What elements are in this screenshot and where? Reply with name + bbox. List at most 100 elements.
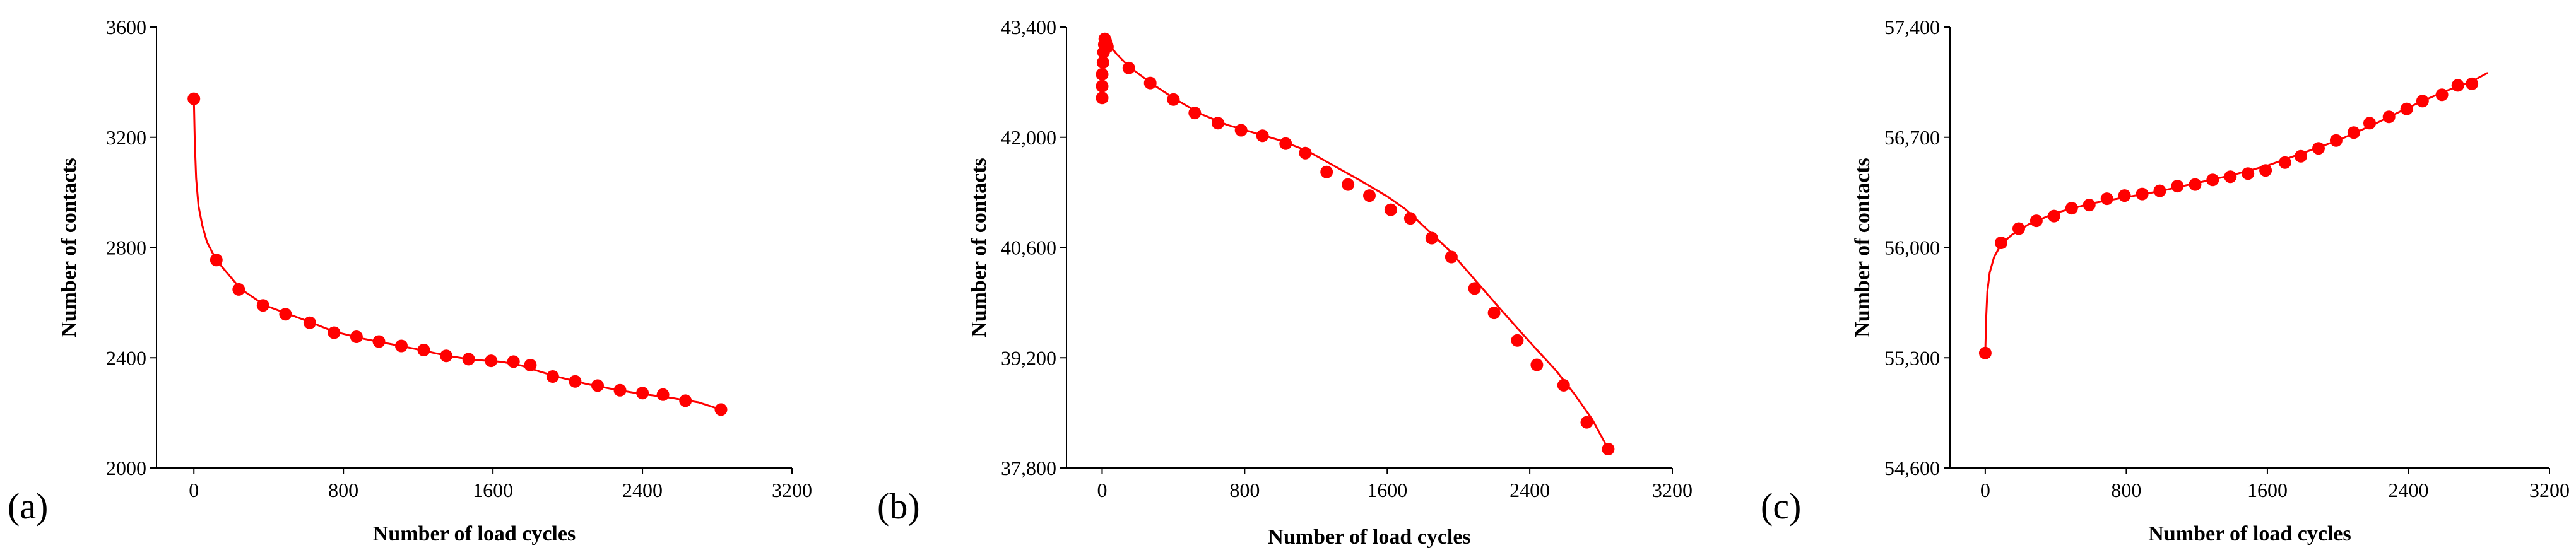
y-tick-label: 2400 [106, 346, 146, 369]
data-point [1530, 358, 1544, 371]
data-point [2118, 189, 2131, 202]
data-point [1212, 117, 1224, 130]
data-point [613, 383, 627, 397]
data-point [679, 394, 692, 407]
data-point [2466, 77, 2479, 90]
y-tick-label: 54,600 [1884, 457, 1940, 479]
data-point [507, 355, 520, 368]
y-tick-label: 56,000 [1884, 237, 1940, 259]
data-point [1995, 237, 2007, 249]
data-point [1468, 282, 1481, 295]
x-tick-label: 1600 [2247, 479, 2288, 501]
data-point [1096, 67, 1109, 81]
data-point [2363, 117, 2376, 130]
data-point [2189, 178, 2202, 191]
data-point [2347, 126, 2360, 139]
y-tick-label: 57,400 [1884, 16, 1940, 38]
data-point [591, 379, 604, 392]
data-point [1188, 107, 1202, 120]
chart-panel-c: 54,600 55,300 56,000 56,700 57,400 0 800 1600 24… [1761, 16, 2570, 546]
data-point [2029, 214, 2043, 228]
y-tick-label: 40,600 [1001, 237, 1056, 259]
x-tick-label: 800 [2111, 479, 2141, 501]
data-point [2047, 209, 2060, 223]
data-point [1384, 203, 1397, 216]
x-tick-label: 800 [1229, 479, 1260, 501]
data-point [303, 316, 316, 329]
data-point [417, 344, 430, 356]
data-point [1342, 178, 1355, 191]
y-axis-label: Number of contacts [1851, 158, 1874, 337]
x-tick-label: 2400 [2388, 479, 2428, 501]
series-line [1984, 72, 2488, 353]
data-point [2416, 95, 2429, 108]
x-axis-label: Number of load cycles [373, 522, 576, 546]
y-tick-label: 42,000 [1001, 126, 1056, 149]
x-tick-label: 1600 [1367, 479, 1407, 501]
data-point [2153, 184, 2166, 197]
y-tick-label: 2800 [106, 237, 146, 259]
data-point [2312, 142, 2325, 155]
data-point [2100, 192, 2113, 206]
y-tick-label: 43,400 [1001, 16, 1056, 38]
x-tick-label: 800 [328, 479, 358, 501]
data-point [1101, 40, 1114, 54]
data-point [2259, 164, 2272, 177]
data-point [1279, 137, 1292, 150]
y-tick-label: 56,700 [1884, 126, 1940, 149]
panel-label: (b) [877, 486, 920, 527]
data-point [1096, 91, 1109, 105]
data-point [1363, 189, 1376, 202]
data-point [350, 330, 363, 343]
data-point [372, 335, 386, 348]
data-point [1234, 124, 1248, 137]
data-point [2435, 88, 2449, 102]
x-axis-label: Number of load cycles [1268, 525, 1470, 549]
data-point [462, 353, 475, 366]
data-point [328, 326, 341, 339]
data-point [1167, 93, 1180, 106]
data-point [2171, 180, 2184, 193]
data-point [2224, 170, 2237, 184]
data-point [256, 299, 269, 312]
data-point [1299, 146, 1312, 160]
data-point [569, 375, 582, 388]
data-point [1143, 76, 1157, 90]
data-point [2206, 173, 2219, 187]
x-tick-label: 3200 [772, 479, 812, 501]
panel-label: (a) [8, 486, 48, 527]
data-point [1557, 378, 1570, 392]
y-tick-label: 39,200 [1001, 346, 1056, 369]
data-point [1978, 346, 1992, 359]
data-point [187, 92, 201, 105]
y-tick-label: 3600 [106, 16, 146, 38]
data-point [2295, 149, 2307, 163]
chart-panel-a: 2000 2400 2800 3200 3600 0 800 1600 2400 3200 Numb… [8, 16, 812, 546]
series-line [192, 98, 721, 411]
x-tick-label: 2400 [622, 479, 663, 501]
data-point [1122, 61, 1135, 74]
data-point [636, 387, 649, 400]
data-point [1096, 79, 1109, 93]
data-point [2083, 199, 2096, 212]
data-point [2382, 110, 2396, 124]
data-point [714, 403, 728, 416]
x-tick-label: 0 [189, 479, 199, 501]
data-point [2278, 156, 2291, 169]
data-point [2065, 202, 2078, 215]
data-point [2012, 222, 2025, 235]
x-tick-label: 2400 [1510, 479, 1550, 501]
data-point [1580, 416, 1593, 429]
x-tick-label: 3200 [2529, 479, 2570, 501]
data-point [1403, 212, 1417, 225]
data-point [524, 359, 537, 371]
data-point [656, 388, 670, 401]
x-tick-label: 1600 [473, 479, 513, 501]
data-point [232, 283, 245, 296]
x-tick-label: 0 [1097, 479, 1107, 501]
y-tick-label: 3200 [106, 126, 146, 149]
data-point [2329, 134, 2343, 147]
y-tick-label: 2000 [106, 457, 146, 479]
data-point [2451, 79, 2464, 92]
